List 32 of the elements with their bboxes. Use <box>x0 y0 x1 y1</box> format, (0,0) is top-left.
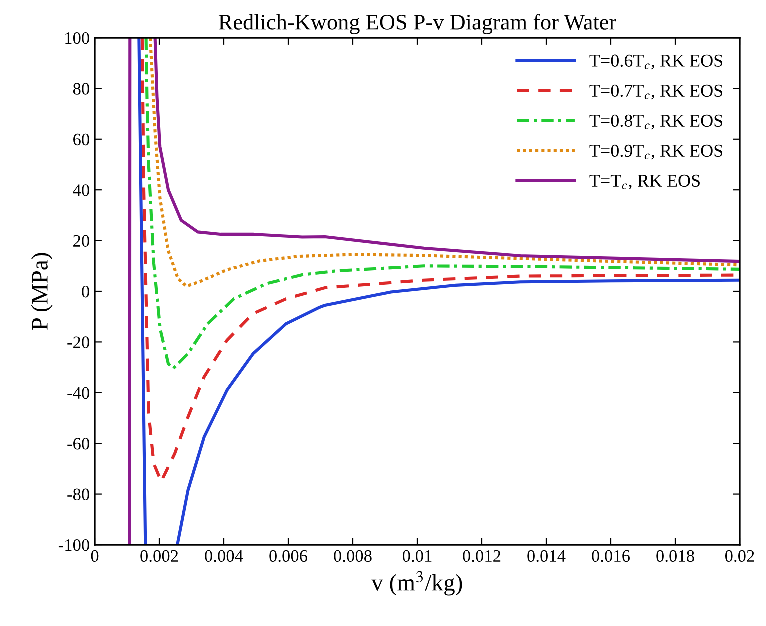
y-tick-label: 100 <box>66 32 90 44</box>
y-axis-title: P (MPa) <box>31 253 53 330</box>
x-tick-label: 0.02 <box>725 550 754 562</box>
y-tick-label: 40 <box>73 184 90 196</box>
x-tick-label: 0.012 <box>463 550 501 562</box>
line-series <box>144 38 740 370</box>
x-tick-label: 0.018 <box>656 550 694 562</box>
line-series <box>148 38 740 288</box>
x-tick-label: 0.004 <box>205 550 244 562</box>
legend-label: T=0.8T$_{c}$, RK EOS <box>590 114 723 130</box>
legend-label: T=0.6T$_{c}$, RK EOS <box>590 54 723 70</box>
x-axis-title: v (m$^{3}$/kg) <box>372 571 462 596</box>
y-tick-label: 60 <box>74 134 90 146</box>
x-tick-label: 0.006 <box>270 550 308 562</box>
chart-title: Redlich-Kwong EOS P-v Diagram for Water <box>218 14 616 34</box>
y-tick-label: -60 <box>68 438 90 450</box>
x-tick-label: 0.014 <box>528 550 566 562</box>
y-tick-label: -100 <box>58 539 90 552</box>
x-tick-label: 0.01 <box>402 550 432 562</box>
x-tick-label: 0.016 <box>592 550 630 562</box>
y-tick-label: -80 <box>68 488 90 500</box>
y-tick-label: 0 <box>82 286 90 298</box>
legend-label: T=T$_{c}$, RK EOS <box>590 174 700 190</box>
x-tick-label: 0.002 <box>140 550 178 562</box>
y-tick-label: -20 <box>68 336 90 348</box>
y-tick-label: 80 <box>73 83 90 95</box>
y-tick-label: -40 <box>68 387 90 400</box>
x-tick-label: 0 <box>91 550 99 562</box>
y-tick-label: 20 <box>74 235 90 247</box>
legend-label: T=0.7T$_{c}$, RK EOS <box>590 84 723 100</box>
x-tick-label: 0.008 <box>334 550 372 562</box>
legend-label: T=0.9T$_{c}$, RK EOS <box>590 144 723 160</box>
